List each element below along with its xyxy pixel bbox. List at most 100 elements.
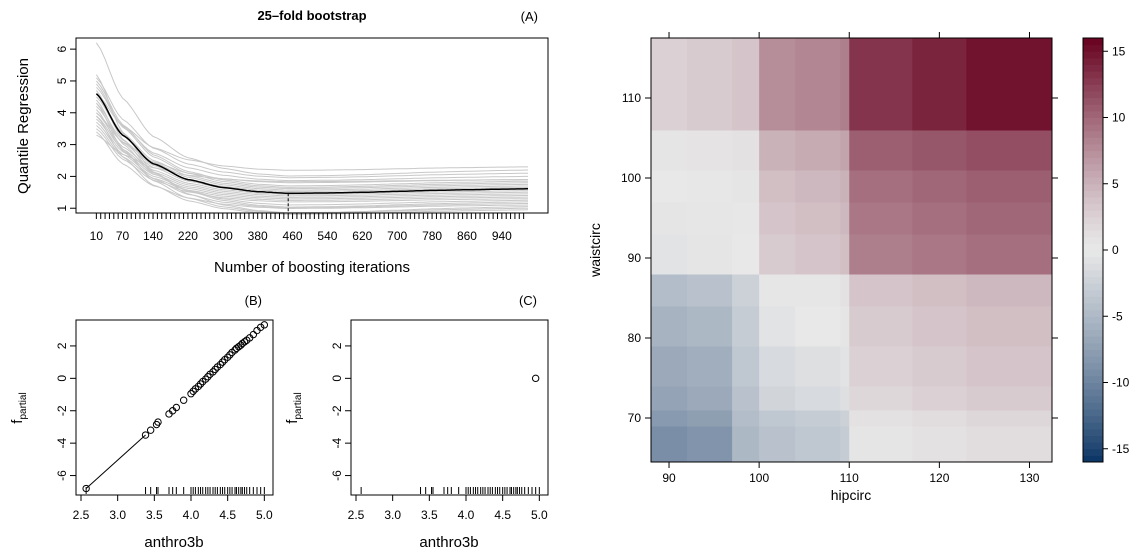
heatmap-cell (849, 274, 913, 307)
heatmap-cell (651, 38, 688, 131)
heatmap-cell (966, 130, 1053, 171)
heatmap-cell (687, 170, 733, 203)
panel-a-y-label: Quantile Regression (15, 58, 32, 194)
panel-a-title: 25–fold bootstrap (257, 8, 366, 23)
y-tick-label: -2 (55, 405, 69, 416)
y-tick-label: 4 (55, 109, 69, 116)
panel-b-y-label-sub: partial (18, 392, 29, 419)
colorbar-tick-label: 10 (1112, 111, 1126, 125)
data-point (216, 360, 225, 369)
colorbar-step (1083, 124, 1103, 132)
x-tick-label: 5.0 (256, 508, 273, 522)
panel-b-x-label: anthro3b (144, 534, 203, 551)
colorbar-step (1083, 177, 1103, 185)
colorbar-step (1083, 71, 1103, 79)
colorbar-step (1083, 322, 1103, 330)
heatmap-cell (966, 346, 1053, 387)
heatmap-cell (912, 346, 967, 387)
heatmap-cell (840, 426, 850, 463)
heatmap-cells (651, 38, 1053, 463)
x-tick-label: 110 (840, 471, 859, 485)
heatmap-cell (912, 306, 967, 347)
heatmap-cell (912, 202, 967, 235)
data-point (240, 338, 249, 346)
heatmap-cell (759, 202, 796, 235)
bootstrap-curve (96, 80, 528, 187)
bootstrap-curve (96, 83, 528, 188)
colorbar: -15 -10 -5 0 5 10 15 (1082, 37, 1130, 463)
heatmap-cell (849, 426, 913, 463)
heatmap-cell (795, 410, 841, 427)
colorbar-tick-label: 0 (1112, 243, 1119, 257)
x-tick-label: 3.0 (384, 508, 401, 522)
heatmap-cell (732, 38, 760, 131)
heatmap-cell (966, 306, 1053, 347)
heatmap-cell (966, 386, 1053, 411)
panel-a: 25–fold bootstrap (A) 10 70 140 220 300 380 46… (15, 8, 549, 276)
heatmap-cell (840, 346, 850, 387)
heatmap-cell (687, 410, 733, 427)
heatmap-cell (840, 274, 850, 307)
panel-c-y-axis: -6 -4 -2 0 2 (330, 342, 351, 481)
heatmap-cell (795, 38, 841, 131)
bootstrap-curve (96, 125, 528, 201)
heatmap-cell (912, 38, 967, 131)
y-tick-label: 110 (622, 91, 641, 105)
heatmap-cell (912, 130, 967, 171)
heatmap-cell (795, 130, 841, 171)
panel-c-y-label-main: f (284, 419, 301, 424)
heatmap-cell (795, 346, 841, 387)
heatmap-cell (795, 170, 841, 203)
colorbar-step (1083, 382, 1103, 390)
heatmap-cell (732, 306, 760, 347)
colorbar-step (1083, 197, 1103, 205)
partial-effect-line (85, 434, 146, 489)
y-tick-label: 2 (55, 342, 69, 349)
x-tick-label: 620 (352, 229, 372, 243)
bootstrap-curve (96, 115, 528, 197)
heatmap-cell (966, 274, 1053, 307)
heatmap-cell (849, 130, 913, 171)
x-tick-label: 90 (662, 471, 676, 485)
colorbar-tick-label: -5 (1112, 309, 1123, 323)
heatmap-cell (651, 170, 688, 203)
heatmap-cell (840, 234, 850, 275)
heatmap-cell (912, 386, 967, 411)
colorbar-step (1083, 356, 1103, 364)
heatmap-x-axis: 90 100 110 120 130 (662, 32, 1040, 485)
data-point (211, 365, 219, 374)
panel-b: (B) 2.5 3.0 3.5 4.0 4.5 5.0 -6 -4 -2 0 2 anthro3b… (9, 293, 274, 551)
colorbar-step (1083, 44, 1103, 52)
x-tick-label: 940 (492, 229, 512, 243)
colorbar-step (1083, 389, 1103, 397)
heatmap-frame (650, 37, 1053, 463)
y-tick-label: -4 (330, 437, 344, 448)
y-tick-label: 6 (55, 45, 69, 52)
panel-c-plot (360, 374, 540, 494)
y-tick-label: 0 (55, 375, 69, 382)
panel-a-label: (A) (521, 9, 538, 24)
heatmap-cell (795, 202, 841, 235)
heatmap-cell (849, 346, 913, 387)
heatmap-cell (687, 346, 733, 387)
heatmap-cell (849, 170, 913, 203)
x-tick-label: 700 (387, 229, 407, 243)
y-tick-label: -4 (55, 437, 69, 448)
panel-b-y-label-main: f (9, 419, 26, 424)
heatmap-cell (651, 426, 688, 463)
x-tick-label: 100 (749, 471, 769, 485)
heatmap-cell (912, 410, 967, 427)
x-tick-label: 140 (143, 229, 163, 243)
colorbar-step (1083, 170, 1103, 178)
x-tick-label: 3.5 (146, 508, 163, 522)
colorbar-step (1083, 303, 1103, 311)
heatmap-cell (732, 346, 760, 387)
panel-a-x-label: Number of boosting iterations (214, 259, 410, 276)
colorbar-step (1083, 442, 1103, 450)
x-tick-label: 3.5 (421, 508, 438, 522)
y-tick-label: 80 (628, 331, 642, 345)
heatmap-cell (840, 38, 850, 131)
heatmap-cell (966, 170, 1053, 203)
heatmap-cell (849, 38, 913, 131)
panel-c-y-label: fpartial (284, 392, 304, 423)
